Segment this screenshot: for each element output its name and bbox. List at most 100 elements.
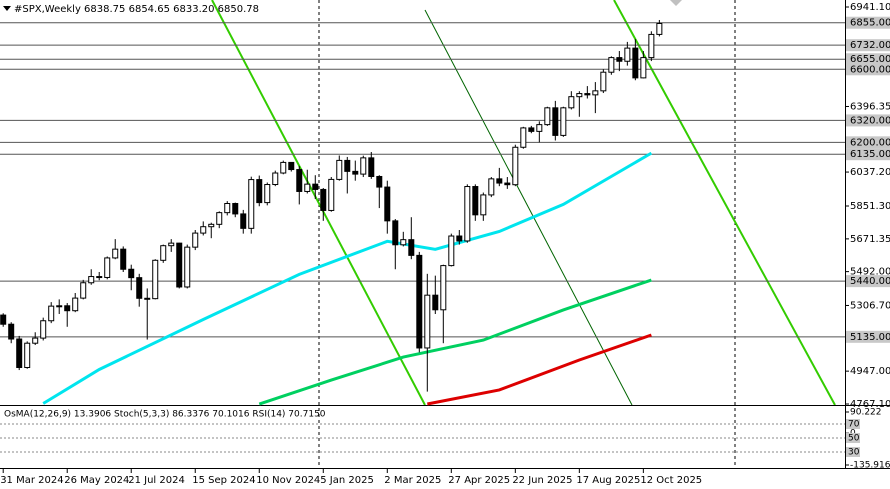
x-tick-label: 15 Sep 2024 bbox=[192, 475, 255, 486]
x-tick-label: 10 Nov 2024 bbox=[256, 475, 320, 486]
x-tick-label: 2 Mar 2025 bbox=[384, 475, 441, 486]
candle-body bbox=[64, 305, 71, 312]
level-box bbox=[846, 39, 890, 52]
candle-body bbox=[600, 71, 607, 92]
y-tick-label: 5851.30 bbox=[850, 201, 890, 212]
level-label: 6855.00 bbox=[850, 18, 890, 29]
level-box bbox=[846, 53, 890, 66]
candle-body bbox=[344, 159, 351, 172]
candle-body bbox=[16, 338, 23, 368]
candle-body bbox=[552, 107, 559, 136]
candle-body bbox=[32, 337, 39, 344]
candle-body bbox=[296, 169, 303, 192]
candle-body bbox=[536, 124, 543, 132]
candle-body bbox=[208, 223, 215, 228]
candle-body bbox=[640, 57, 647, 79]
candle-body bbox=[656, 22, 663, 35]
level-label: 5135.00 bbox=[850, 332, 890, 343]
candle-body bbox=[88, 276, 95, 284]
candle-body bbox=[72, 297, 79, 312]
candle-body bbox=[352, 170, 359, 175]
level-box bbox=[846, 16, 890, 29]
trend-line bbox=[613, 0, 836, 406]
level-box bbox=[846, 418, 860, 429]
candle-body bbox=[376, 175, 383, 188]
shift-marker bbox=[670, 0, 682, 6]
x-tick-label: 5 Jan 2025 bbox=[320, 475, 374, 486]
candle-body bbox=[96, 276, 103, 279]
y2-tick-label: 70 bbox=[848, 419, 860, 429]
y-tick-label: 90.222 bbox=[850, 408, 882, 418]
y-tick-label: 6941.10 bbox=[850, 2, 890, 13]
chart-title: #SPX,Weekly 6838.75 6854.65 6833.20 6850… bbox=[14, 4, 259, 15]
x-tick-label: 26 May 2024 bbox=[64, 475, 129, 486]
menu-arrow[interactable] bbox=[3, 6, 11, 11]
candle-body bbox=[56, 305, 63, 308]
candle-body bbox=[256, 179, 263, 204]
candle-body bbox=[176, 242, 183, 288]
candle-body bbox=[320, 188, 327, 211]
candle-body bbox=[304, 183, 311, 192]
candle-body bbox=[80, 282, 87, 299]
x-tick-label: 27 Apr 2025 bbox=[448, 475, 510, 486]
moving-average bbox=[42, 151, 653, 405]
level-label: 5440.00 bbox=[850, 276, 890, 287]
y2-tick-label: 50 bbox=[848, 433, 860, 443]
candle-body bbox=[120, 248, 127, 270]
candle-body bbox=[368, 157, 375, 177]
moving-average bbox=[258, 278, 652, 406]
candle-body bbox=[584, 93, 591, 96]
candle-body bbox=[328, 178, 335, 211]
candle-body bbox=[152, 259, 159, 300]
candle-body bbox=[216, 212, 223, 225]
y-tick-label: 6037.20 bbox=[850, 167, 890, 178]
indicator-title: OsMA(12,26,9) 13.3906 Stoch(5,3,3) 86.33… bbox=[4, 410, 326, 420]
level-box bbox=[846, 432, 860, 443]
candle-body bbox=[232, 203, 239, 215]
candle-body bbox=[472, 186, 479, 216]
candle-body bbox=[168, 242, 175, 247]
level-label: 6200.00 bbox=[850, 137, 890, 148]
candle-body bbox=[632, 47, 639, 79]
level-label: 6600.00 bbox=[850, 64, 890, 75]
candle-body bbox=[336, 159, 343, 180]
candle-body bbox=[448, 235, 455, 267]
level-label: 6135.00 bbox=[850, 149, 890, 160]
level-label: 6732.00 bbox=[850, 40, 890, 51]
candle-body bbox=[192, 232, 199, 248]
candle-body bbox=[360, 157, 367, 175]
candle-body bbox=[496, 178, 503, 184]
candle-body bbox=[608, 57, 615, 73]
level-box bbox=[846, 330, 890, 343]
candle-body bbox=[160, 245, 167, 261]
candle-body bbox=[520, 127, 527, 148]
candle-body bbox=[272, 172, 279, 186]
y-tick-label: 4767.10 bbox=[850, 399, 890, 410]
candle-body bbox=[400, 239, 407, 246]
y-tick-label: 5492.00 bbox=[850, 267, 890, 278]
candle-body bbox=[48, 305, 55, 322]
candle-body bbox=[312, 183, 319, 190]
y-tick-label: 5671.35 bbox=[850, 234, 890, 245]
candle-body bbox=[0, 314, 7, 325]
candle-body bbox=[104, 257, 111, 278]
x-tick-label: 17 Aug 2025 bbox=[576, 475, 640, 486]
candle-body bbox=[112, 248, 119, 259]
level-box bbox=[846, 446, 860, 457]
candle-body bbox=[144, 297, 151, 300]
candle-body bbox=[128, 268, 135, 279]
y-tick-label: 4947.00 bbox=[850, 366, 890, 377]
candle-body bbox=[544, 107, 551, 126]
candle-body bbox=[560, 107, 567, 136]
candle-body bbox=[488, 178, 495, 196]
candle-body bbox=[384, 186, 391, 222]
candle-body bbox=[8, 323, 15, 340]
candle-body bbox=[456, 235, 463, 242]
candle-body bbox=[616, 57, 623, 62]
candle-body bbox=[440, 265, 447, 311]
candle-body bbox=[432, 294, 439, 311]
candle-body bbox=[184, 246, 191, 288]
candle-body bbox=[528, 127, 535, 132]
candle-body bbox=[424, 294, 431, 349]
